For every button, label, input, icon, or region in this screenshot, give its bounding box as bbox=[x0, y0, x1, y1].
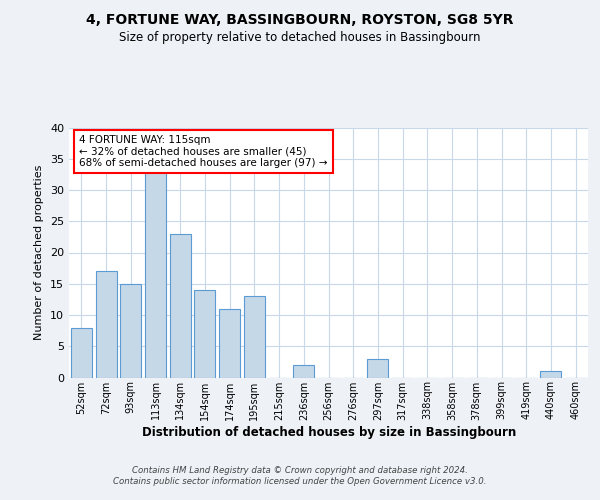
Bar bbox=[120, 284, 141, 378]
Bar bbox=[71, 328, 92, 378]
Text: Distribution of detached houses by size in Bassingbourn: Distribution of detached houses by size … bbox=[142, 426, 516, 439]
Bar bbox=[293, 365, 314, 378]
Bar bbox=[145, 171, 166, 378]
Bar bbox=[367, 359, 388, 378]
Bar bbox=[194, 290, 215, 378]
Bar bbox=[219, 308, 240, 378]
Bar bbox=[541, 371, 562, 378]
Bar bbox=[244, 296, 265, 378]
Text: Contains HM Land Registry data © Crown copyright and database right 2024.
Contai: Contains HM Land Registry data © Crown c… bbox=[113, 466, 487, 485]
Text: 4, FORTUNE WAY, BASSINGBOURN, ROYSTON, SG8 5YR: 4, FORTUNE WAY, BASSINGBOURN, ROYSTON, S… bbox=[86, 12, 514, 26]
Text: 4 FORTUNE WAY: 115sqm
← 32% of detached houses are smaller (45)
68% of semi-deta: 4 FORTUNE WAY: 115sqm ← 32% of detached … bbox=[79, 135, 328, 168]
Text: Size of property relative to detached houses in Bassingbourn: Size of property relative to detached ho… bbox=[119, 31, 481, 44]
Y-axis label: Number of detached properties: Number of detached properties bbox=[34, 165, 44, 340]
Bar bbox=[95, 271, 116, 378]
Bar bbox=[170, 234, 191, 378]
